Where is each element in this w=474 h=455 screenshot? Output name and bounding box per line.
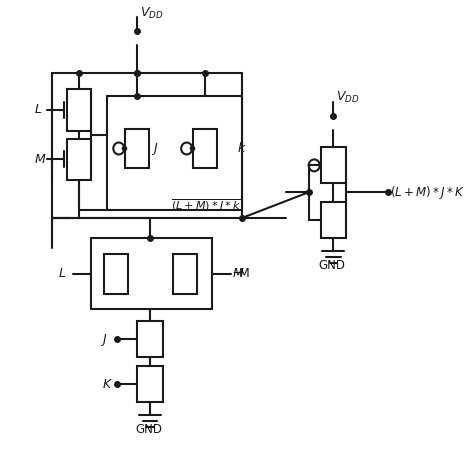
Bar <box>320 147 346 183</box>
Text: L: L <box>58 267 65 280</box>
Text: k: k <box>237 142 245 155</box>
Text: M: M <box>233 267 243 280</box>
Text: $(L+M)*J*K$: $(L+M)*J*K$ <box>391 184 465 201</box>
Text: J: J <box>102 333 106 346</box>
Bar <box>107 96 242 210</box>
Text: L: L <box>35 103 41 116</box>
Text: K: K <box>102 378 110 390</box>
Bar <box>91 238 212 309</box>
Text: $V_{DD}$: $V_{DD}$ <box>140 6 164 21</box>
Bar <box>193 129 217 168</box>
Bar <box>67 89 91 131</box>
Bar <box>137 321 163 357</box>
Bar <box>137 366 163 402</box>
Text: GND: GND <box>319 259 346 272</box>
Bar <box>67 138 91 180</box>
Text: M: M <box>35 153 45 166</box>
Bar <box>320 202 346 238</box>
Bar <box>173 254 197 293</box>
Bar <box>104 254 128 293</box>
Text: J: J <box>153 142 156 155</box>
Text: $V_{DD}$: $V_{DD}$ <box>336 90 360 106</box>
Text: $\overline{(L+M)*J*k}$: $\overline{(L+M)*J*k}$ <box>171 198 241 214</box>
Bar <box>125 129 149 168</box>
Text: GND: GND <box>135 423 162 436</box>
Text: $\overrightarrow{}$M: $\overrightarrow{}$M <box>233 267 249 280</box>
